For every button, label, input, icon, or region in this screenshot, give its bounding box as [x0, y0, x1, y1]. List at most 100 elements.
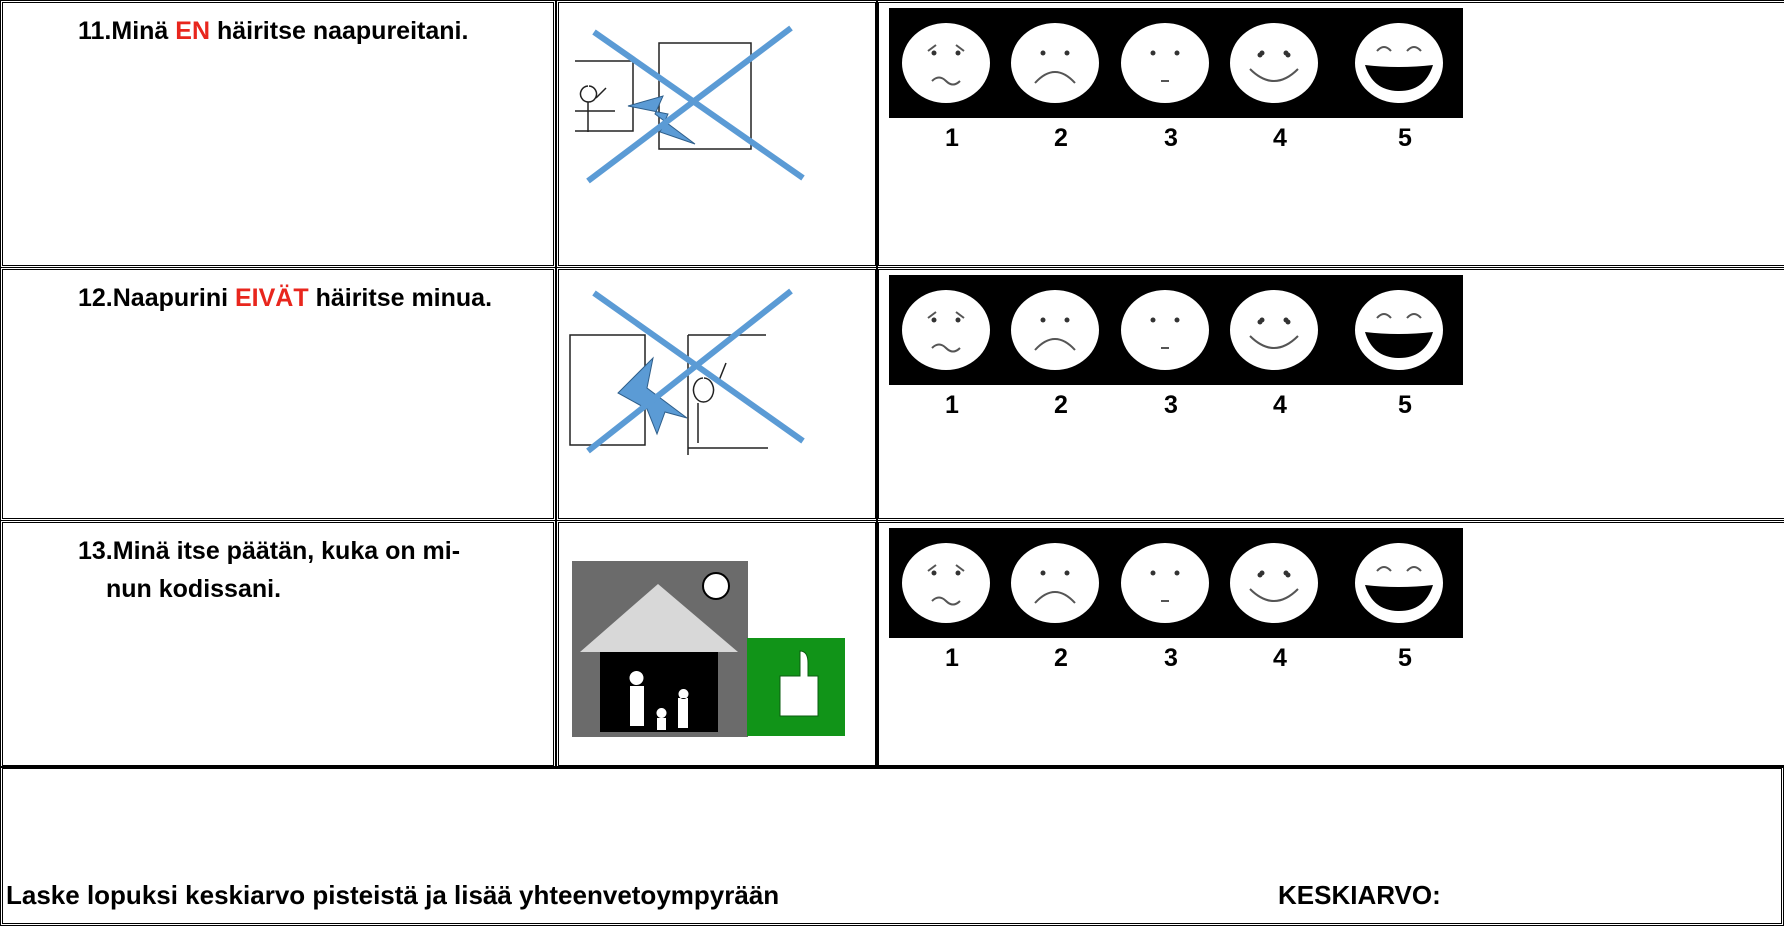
face-part — [1285, 319, 1291, 325]
face-part — [931, 50, 937, 56]
face-part — [1365, 585, 1433, 611]
face-part — [955, 50, 961, 56]
scale-number: 3 — [1164, 391, 1178, 419]
picture-part — [627, 95, 696, 145]
face-part — [1034, 591, 1076, 604]
face-part — [1064, 317, 1070, 323]
face-part — [1365, 65, 1433, 91]
face-part — [1150, 570, 1156, 576]
question-line: 13.Minä itse päätän, kuka on mi- — [78, 532, 548, 570]
emphasized-word: EIVÄT — [235, 284, 309, 312]
table-cell — [0, 267, 556, 521]
scale-number: 4 — [1273, 391, 1287, 419]
question-line: nun kodissani. — [78, 570, 548, 608]
scale-number: 5 — [1398, 124, 1412, 152]
picture-part — [658, 42, 752, 150]
question-fragment: 13.Minä itse päätän, kuka on mi- — [78, 537, 461, 565]
question-fragment: nun kodissani. — [106, 575, 282, 603]
face-part — [955, 317, 961, 323]
face-part — [1064, 50, 1070, 56]
face-part — [1230, 23, 1318, 103]
picture-part — [779, 650, 819, 717]
face-part — [1376, 566, 1422, 572]
question-text: 11.Minä EN häiritse naapureitani. — [78, 12, 548, 50]
face-part — [1064, 570, 1070, 576]
face-part — [931, 596, 961, 606]
scale-number: 1 — [945, 124, 959, 152]
scale-number: 4 — [1273, 124, 1287, 152]
face-part — [1150, 317, 1156, 323]
footer-cell — [0, 766, 1784, 926]
question-fragment: 11.Minä — [78, 17, 176, 45]
table-cell — [876, 0, 1784, 268]
face-part — [927, 44, 965, 52]
face-part — [1034, 338, 1076, 351]
face-part — [1257, 572, 1263, 578]
face-part — [902, 543, 990, 623]
face-part — [1249, 588, 1299, 602]
face-part — [1376, 313, 1422, 319]
face-part — [1150, 50, 1156, 56]
face-part — [1121, 23, 1209, 103]
face-part — [1249, 68, 1299, 82]
average-label: KESKIARVO: — [1278, 880, 1441, 910]
scale-number: 2 — [1054, 391, 1068, 419]
illustration — [575, 25, 805, 184]
face-part — [1257, 52, 1263, 58]
smiley-scale — [889, 528, 1463, 638]
table-cell — [0, 520, 556, 768]
scale-number: 1 — [945, 644, 959, 672]
face-part — [1174, 570, 1180, 576]
emphasized-word: EN — [175, 17, 210, 45]
question-fragment: häiritse naapureitani. — [210, 17, 469, 45]
picture-part — [586, 288, 805, 454]
question-fragment: häiritse minua. — [308, 284, 493, 312]
scale-number: 3 — [1164, 644, 1178, 672]
illustration — [572, 561, 845, 737]
question-line: 12.Naapurini EIVÄT häiritse minua. — [78, 279, 548, 317]
footer-instruction: Laske lopuksi keskiarvo pisteistä ja lis… — [6, 880, 780, 910]
table-cell — [0, 0, 556, 268]
face-part — [1121, 290, 1209, 370]
smiley-scale — [889, 275, 1463, 385]
question-fragment: 12.Naapurini — [78, 284, 235, 312]
picture-part — [575, 60, 634, 132]
question-text: 13.Minä itse päätän, kuka on mi-nun kodi… — [78, 532, 548, 608]
face-part — [1174, 50, 1180, 56]
face-part — [1121, 543, 1209, 623]
face-part — [1249, 335, 1299, 349]
scale-number: 1 — [945, 391, 959, 419]
question-text: 12.Naapurini EIVÄT häiritse minua. — [78, 279, 548, 317]
face-part — [1034, 71, 1076, 84]
face-part — [902, 290, 990, 370]
face-part — [927, 311, 965, 319]
scale-number: 3 — [1164, 124, 1178, 152]
face-part — [1040, 570, 1046, 576]
picture-part — [702, 572, 730, 600]
scale-number: 2 — [1054, 124, 1068, 152]
face-part — [1230, 543, 1318, 623]
face-part — [1285, 572, 1291, 578]
scale-number: 4 — [1273, 644, 1287, 672]
face-part — [931, 570, 937, 576]
face-part — [902, 23, 990, 103]
face-part — [1230, 290, 1318, 370]
scale-number: 5 — [1398, 391, 1412, 419]
table-cell — [876, 267, 1784, 521]
face-part — [931, 76, 961, 86]
face-part — [1040, 317, 1046, 323]
picture-part — [580, 584, 738, 652]
illustration — [569, 288, 805, 455]
picture-part — [586, 25, 805, 184]
face-part — [1365, 332, 1433, 358]
scale-number: 5 — [1398, 644, 1412, 672]
face-part — [1040, 50, 1046, 56]
face-part — [931, 317, 937, 323]
face-part — [1011, 23, 1099, 103]
picture-part — [629, 671, 689, 730]
face-part — [1011, 543, 1099, 623]
face-part — [1285, 52, 1291, 58]
face-part — [1174, 317, 1180, 323]
smiley-scale — [889, 8, 1463, 118]
